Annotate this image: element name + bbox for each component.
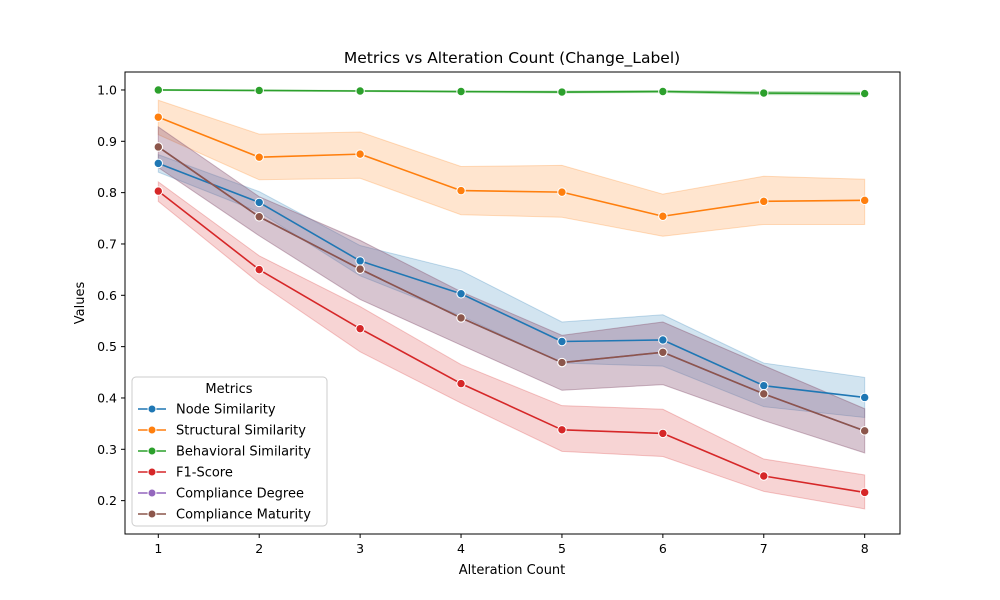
y-tick-label: 0.7 (97, 236, 117, 251)
f1-score-legend-marker (147, 467, 157, 477)
plot-frame (124, 71, 901, 535)
x-tick-label: 7 (760, 541, 768, 556)
x-axis: 1 2 3 4 5 6 7 8 (154, 534, 869, 556)
x-tick-label: 1 (154, 541, 162, 556)
structural-similarity-point (658, 211, 668, 221)
y-tick-label: 0.8 (97, 185, 117, 200)
structural-similarity-line (158, 116, 865, 218)
structural-similarity-point (557, 187, 567, 197)
compliance-maturity-legend-marker (147, 509, 157, 519)
x-tick-label: 2 (255, 541, 263, 556)
y-tick-label: 0.4 (97, 390, 117, 405)
compliance-maturity-band (157, 125, 866, 454)
f1-score-point (153, 186, 164, 196)
y-tick-label: 0.6 (97, 288, 117, 303)
compliance-degree-band (157, 125, 866, 454)
compliance-maturity-point (658, 347, 668, 357)
y-axis-title: Values (73, 282, 88, 325)
node-similarity-point (759, 380, 769, 391)
compliance-maturity-point (456, 313, 466, 323)
compliance-maturity-legend-label: Compliance Maturity (176, 508, 311, 523)
compliance-maturity-line (157, 146, 865, 432)
legend-title: Metrics (205, 382, 252, 397)
behavioral-similarity-point (355, 86, 365, 96)
compliance-degree-legend-label: Compliance Degree (176, 487, 304, 502)
x-tick-label: 3 (356, 541, 364, 556)
x-tick-label: 5 (558, 541, 566, 556)
f1-score-point (859, 487, 870, 498)
node-similarity-point (153, 158, 164, 169)
y-tick-label: 0.5 (97, 339, 117, 354)
compliance-maturity-point (557, 357, 567, 368)
structural-similarity-point (456, 185, 466, 196)
behavioral-similarity-line (158, 89, 865, 95)
y-axis: 0.2 0.3 0.4 0.5 0.6 0.7 0.8 0.9 1.0 (97, 82, 125, 508)
behavioral-similarity-point (658, 86, 668, 97)
series-lines (157, 89, 865, 494)
structural-similarity-point (859, 195, 870, 206)
behavioral-similarity-legend-marker (147, 446, 157, 456)
node-similarity-point (557, 336, 567, 347)
y-tick-label: 1.0 (97, 82, 117, 97)
structural-similarity-point (153, 112, 164, 122)
f1-score-point (759, 471, 769, 481)
x-tick-label: 6 (659, 541, 667, 556)
behavioral-similarity-point (254, 85, 264, 96)
node-similarity-point (658, 335, 668, 345)
structural-similarity-point (355, 149, 365, 159)
f1-score-point (557, 425, 567, 435)
structural-similarity-legend-label: Structural Similarity (176, 424, 306, 439)
compliance-maturity-point (153, 142, 164, 152)
f1-score-point (456, 378, 466, 389)
structural-similarity-legend-marker (147, 425, 157, 435)
x-axis-title: Alteration Count (459, 563, 566, 578)
f1-score-band (157, 180, 866, 510)
legend-items: Node Similarity Structural Similarity Beha… (138, 403, 311, 523)
node-similarity-point (859, 392, 870, 403)
node-similarity-point (254, 197, 264, 208)
structural-similarity-band (157, 99, 866, 237)
chart-title: Metrics vs Alteration Count (Change_Labe… (344, 49, 680, 68)
compliance-maturity-point (759, 389, 769, 399)
f1-score-point (355, 323, 365, 334)
compliance-maturity-point (859, 426, 870, 436)
behavioral-similarity-legend-label: Behavioral Similarity (176, 445, 311, 460)
node-similarity-legend-label: Node Similarity (176, 403, 276, 418)
compliance-degree-legend-marker (147, 488, 157, 498)
structural-similarity-point (759, 196, 769, 207)
node-similarity-point (456, 289, 466, 299)
y-tick-label: 0.2 (97, 493, 117, 508)
f1-score-line (157, 190, 865, 494)
behavioral-similarity-point (557, 87, 567, 97)
node-similarity-legend-marker (147, 404, 157, 414)
behavioral-similarity-point (859, 88, 870, 99)
f1-score-point (658, 428, 668, 439)
compliance-maturity-point (254, 212, 264, 222)
f1-score-legend-label: F1-Score (176, 466, 233, 481)
behavioral-similarity-point (456, 86, 466, 97)
f1-score-point (254, 264, 264, 275)
y-tick-label: 0.9 (97, 134, 117, 149)
node-similarity-line (158, 162, 865, 399)
x-tick-label: 8 (861, 541, 869, 556)
x-tick-label: 4 (457, 541, 465, 556)
series-markers (153, 85, 870, 498)
y-tick-label: 0.3 (97, 442, 117, 457)
behavioral-similarity-point (759, 88, 769, 98)
node-similarity-point (355, 256, 365, 266)
behavioral-similarity-point (153, 85, 164, 95)
legend: Metrics Node Similarity Structural Simila… (131, 376, 328, 527)
compliance-maturity-point (355, 264, 365, 274)
structural-similarity-point (254, 152, 264, 162)
legend-frame (131, 376, 328, 527)
